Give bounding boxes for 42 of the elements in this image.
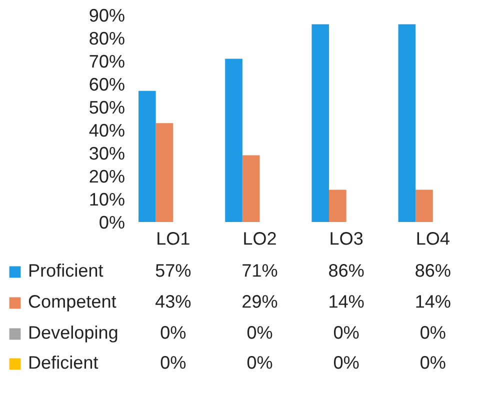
x-tick-label: LO2 [244,232,276,245]
y-tick-label: 50% [90,100,124,114]
data-label: 14% [416,295,450,308]
x-tick-label: LO3 [330,232,363,245]
y-tick-label: 90% [90,8,124,22]
bar [156,123,174,222]
data-label: 57% [156,264,191,277]
y-tick-label: 0% [100,216,124,229]
data-label: 86% [329,264,364,277]
bar [312,24,330,222]
data-label: 0% [160,356,186,369]
bar [242,155,260,222]
data-label: 0% [247,356,272,369]
bar [416,190,433,222]
bar [398,24,416,222]
bar [225,58,242,222]
x-tick-label: LO4 [417,232,450,245]
y-tick-label: 30% [90,146,124,160]
data-label: 0% [334,356,359,369]
data-label: 0% [420,326,446,339]
data-label: 14% [330,295,364,308]
bar [138,90,156,222]
x-tick-label: LO1 [158,232,190,245]
data-label: 0% [334,326,359,339]
data-label: 0% [247,326,272,339]
data-label: 71% [242,264,278,277]
y-tick-label: 20% [90,170,124,183]
y-tick-label: 60% [90,78,124,91]
data-label: 29% [242,295,278,308]
legend-label: Developing [29,326,118,342]
data-label: 86% [416,264,450,277]
y-tick-label: 40% [89,124,124,137]
data-label: 0% [420,356,446,369]
y-tick-label: 10% [90,192,124,206]
y-tick-label: 80% [90,32,124,45]
bar [329,190,346,222]
data-label: 0% [160,326,186,339]
legend-label: Competent [28,295,116,312]
data-label: 43% [156,295,191,308]
legend-label: Deficient [29,356,98,369]
legend-label: Proficient [29,264,104,277]
y-tick-label: 70% [90,54,124,68]
